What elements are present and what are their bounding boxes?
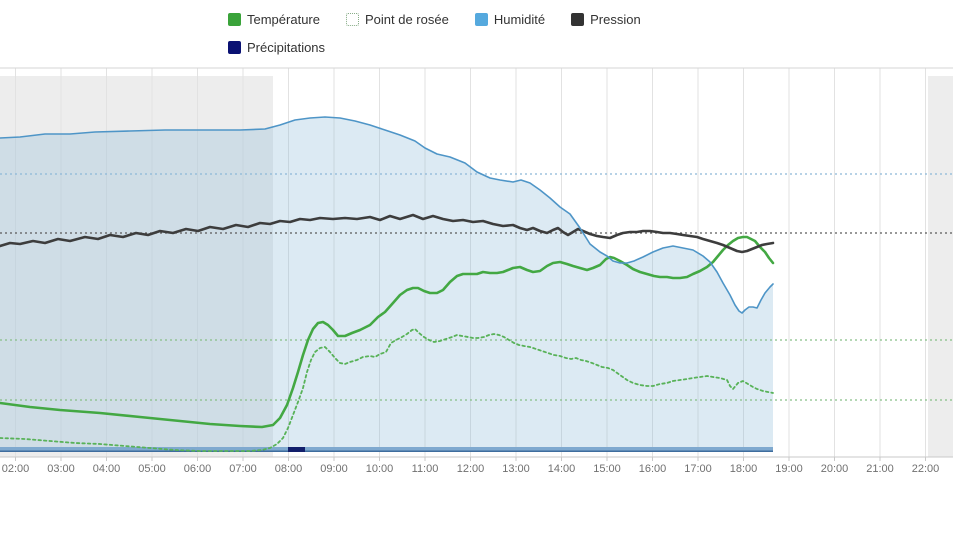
x-axis-label: 18:00 [730, 463, 758, 475]
x-axis-label: 02:00 [2, 463, 30, 475]
x-axis-label: 10:00 [366, 463, 394, 475]
precipitation-baseline-edge [0, 450, 773, 452]
legend-label: Température [247, 12, 320, 27]
legend-swatch-icon [228, 13, 241, 26]
precipitation-bar [288, 447, 305, 452]
legend-item-pr-cipitations[interactable]: Précipitations [228, 40, 325, 55]
x-axis-label: 11:00 [412, 463, 439, 475]
x-axis-label: 19:00 [775, 463, 803, 475]
precipitation-baseline-strip [0, 447, 773, 452]
x-axis-label: 06:00 [184, 463, 212, 475]
x-axis-label: 22:00 [912, 463, 940, 475]
x-axis-label: 21:00 [866, 463, 894, 475]
x-axis-label: 04:00 [93, 463, 121, 475]
series-line-pression [0, 213, 775, 254]
series-line-humidit- [0, 116, 774, 314]
humidity-area-fill [0, 117, 773, 451]
legend-item-point-de-ros-e[interactable]: Point de rosée [345, 12, 449, 27]
x-axis-label: 07:00 [229, 463, 257, 475]
legend-swatch-icon [228, 41, 241, 54]
legend-label: Précipitations [247, 40, 326, 55]
legend-item-humidit-[interactable]: Humidité [474, 12, 546, 27]
x-axis-label: 03:00 [47, 463, 75, 475]
x-axis-label: 15:00 [593, 463, 621, 475]
x-axis-label: 05:00 [138, 463, 166, 475]
legend-swatch-icon [345, 13, 359, 26]
legend-label: Point de rosée [364, 12, 449, 27]
legend-swatch-icon [474, 13, 488, 26]
x-axis-label: 16:00 [639, 463, 667, 475]
x-axis-label: 17:00 [684, 463, 712, 475]
legend-label: Pression [590, 12, 641, 27]
legend-item-pression[interactable]: Pression [571, 12, 641, 27]
legend-label: Humidité [493, 12, 546, 27]
legend-swatch-icon [571, 13, 585, 26]
x-axis-label: 08:00 [275, 463, 303, 475]
x-axis-label: 20:00 [821, 463, 849, 475]
x-axis-label: 14:00 [548, 463, 576, 475]
series-line-point-de-ros-e [0, 328, 774, 452]
series-line-temp-rature [0, 235, 775, 429]
chart-legend: Température Point de rosée Humidité Pressio… [228, 12, 708, 55]
x-axis-label: 09:00 [320, 463, 348, 475]
x-axis-label: 12:00 [457, 463, 485, 475]
night-band [928, 76, 953, 457]
night-band [0, 76, 273, 457]
legend-item-temp-rature[interactable]: Température [228, 12, 320, 27]
x-axis-label: 13:00 [502, 463, 530, 475]
